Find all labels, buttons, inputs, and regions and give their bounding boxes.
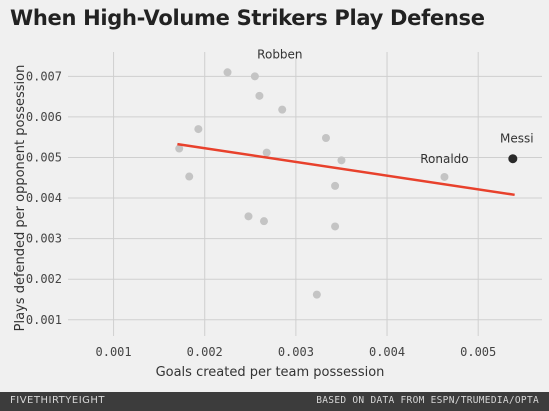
y-tick-labels: 0.001 0.002 0.003 0.004 0.005 0.006 0.007	[26, 69, 62, 326]
trend-line-group	[177, 142, 515, 197]
y-tick-label: 0.002	[26, 272, 62, 286]
y-tick-label: 0.004	[26, 191, 62, 205]
scatter-chart: 0.001 0.002 0.003 0.004 0.005 0.0010.0020.00…	[13, 47, 542, 380]
data-point	[331, 181, 340, 190]
trend-line	[177, 142, 515, 197]
footer-source: BASED ON DATA FROM ESPN/TRUMEDIA/OPTA	[316, 395, 539, 406]
data-point	[259, 217, 268, 226]
data-point	[185, 172, 194, 181]
data-point	[244, 212, 253, 221]
x-tick-label: 0.004	[369, 345, 405, 359]
y-axis-label: Plays defended per opponent possession	[13, 65, 28, 332]
data-point	[331, 222, 340, 231]
data-point	[278, 105, 287, 114]
x-tick-label: 0.003	[278, 345, 314, 359]
y-tick-label: 0.007	[26, 69, 62, 83]
x-tick-label: 0.005	[460, 345, 496, 359]
point-label: Messi	[500, 132, 534, 146]
x-tick-label: 0.002	[187, 345, 223, 359]
data-point	[262, 148, 271, 157]
data-points	[175, 68, 518, 299]
data-point	[175, 144, 184, 153]
footer-brand: FIVETHIRTYEIGHT	[10, 395, 106, 406]
point-label: Ronaldo	[420, 152, 468, 166]
page-title: When High-Volume Strikers Play Defense	[10, 6, 485, 30]
highlight-point	[508, 154, 518, 164]
data-point	[194, 125, 203, 134]
x-axis-label: Goals created per team possession	[156, 365, 385, 380]
chart-grid	[68, 52, 542, 336]
footer-bar: FIVETHIRTYEIGHT BASED ON DATA FROM ESPN/…	[0, 392, 549, 411]
data-point	[223, 68, 232, 77]
point-labels: Robben Ronaldo Messi	[257, 47, 533, 166]
x-tick-label: 0.001	[96, 345, 132, 359]
y-tick-label: 0.005	[26, 150, 62, 164]
x-tick-labels: 0.001 0.002 0.003 0.004 0.005	[96, 345, 497, 359]
data-point	[440, 172, 449, 181]
data-point	[337, 156, 346, 165]
y-tick-label: 0.003	[26, 232, 62, 246]
data-point	[250, 72, 259, 81]
data-point	[321, 134, 330, 143]
y-tick-label: 0.006	[26, 110, 62, 124]
data-point	[255, 91, 264, 100]
y-tick-label: 0.001	[26, 313, 62, 327]
data-point	[312, 290, 321, 299]
point-label: Robben	[257, 47, 302, 61]
